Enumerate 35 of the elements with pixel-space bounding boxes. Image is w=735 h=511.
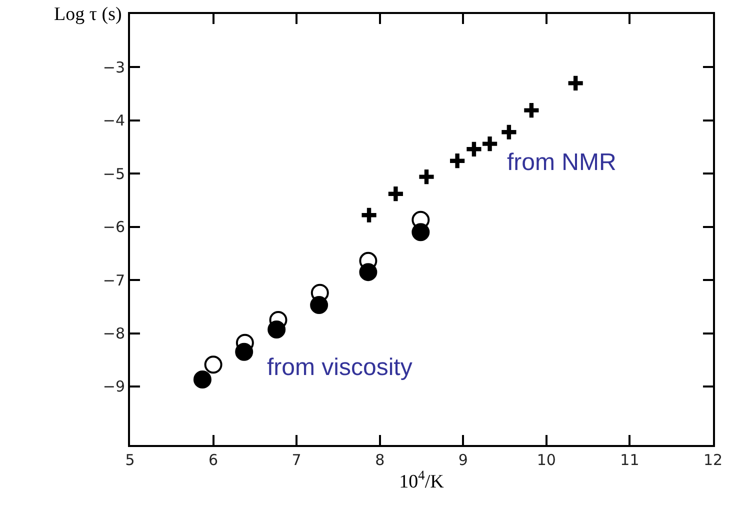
point — [360, 206, 378, 224]
point — [268, 320, 286, 339]
x-tick-label: 10 — [536, 451, 556, 469]
point — [310, 296, 328, 314]
point — [412, 223, 430, 242]
y-tick-label: −6 — [102, 218, 125, 236]
y-tick-label: −9 — [102, 378, 125, 396]
y-tick-label: −3 — [102, 58, 125, 76]
x-tick-label: 5 — [125, 451, 135, 469]
x-axis-title: 10$^{4}$/K — [399, 467, 444, 492]
y-tick-label: −8 — [102, 324, 125, 343]
x-tick-label: 8 — [375, 451, 385, 469]
annotation: from NMR — [507, 149, 616, 176]
point — [500, 124, 518, 140]
point — [567, 74, 584, 92]
annotation: from viscosity — [267, 354, 412, 381]
point — [449, 152, 466, 170]
point — [523, 102, 540, 119]
point — [481, 136, 498, 152]
x-tick-label: 11 — [620, 451, 640, 469]
point — [466, 140, 482, 158]
x-tick-label: 12 — [703, 451, 723, 469]
point — [204, 356, 222, 374]
y-tick-label: −5 — [102, 164, 125, 183]
y-tick-label: −7 — [102, 271, 125, 290]
point — [193, 370, 212, 389]
x-tick-label: 9 — [458, 451, 468, 469]
x-tick-label: 7 — [292, 451, 302, 469]
point — [387, 186, 404, 202]
y-axis-title: Log τ (s) — [54, 4, 122, 25]
point — [418, 168, 435, 186]
point — [235, 342, 254, 361]
point — [359, 263, 378, 282]
y-tick-label: −4 — [102, 112, 125, 130]
x-tick-label: 6 — [208, 451, 218, 469]
